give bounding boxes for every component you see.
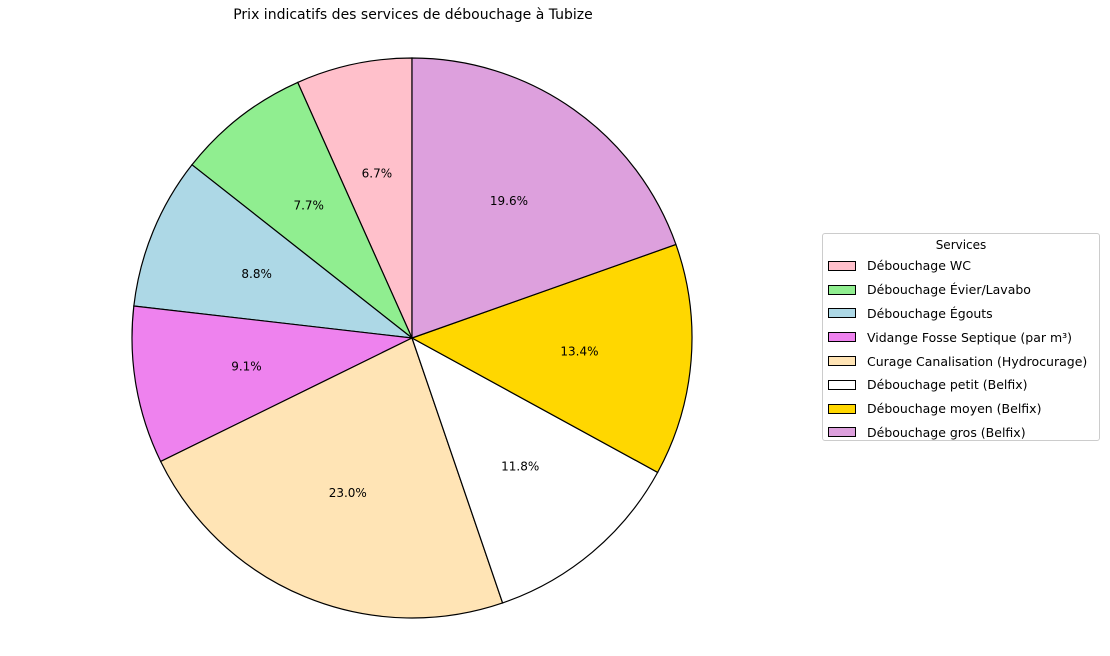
legend: Services Débouchage WC Débouchage Évier/L… [822, 233, 1100, 441]
chart-title: Prix indicatifs des services de déboucha… [233, 7, 593, 23]
legend-item: Curage Canalisation (Hydrocurage) [823, 349, 1099, 373]
legend-items: Débouchage WC Débouchage Évier/Lavabo Débo… [823, 254, 1099, 444]
legend-item: Débouchage Évier/Lavabo [823, 278, 1099, 302]
pie-chart: 6.7% 7.7% 8.8% 9.1% 23.0% 11.8% 13.4% 19.6% [131, 57, 693, 619]
slice-percent-label: 8.8% [241, 267, 272, 281]
legend-item: Débouchage WC [823, 254, 1099, 278]
legend-swatch [828, 308, 856, 319]
legend-item: Débouchage Égouts [823, 302, 1099, 326]
legend-swatch [828, 332, 856, 343]
legend-label: Curage Canalisation (Hydrocurage) [867, 353, 1088, 369]
pie-slice-1 [296, 57, 413, 339]
legend-label: Débouchage petit (Belfix) [867, 377, 1028, 393]
legend-label: Vidange Fosse Septique (par m³) [867, 329, 1073, 345]
legend-swatch [828, 356, 856, 367]
pie-slice-3 [133, 163, 415, 339]
legend-swatch [828, 379, 856, 390]
slice-percent-label: 7.7% [293, 199, 324, 213]
pie-slice-2 [191, 81, 413, 339]
slice-percent-label: 6.7% [362, 167, 393, 181]
legend-label: Débouchage WC [867, 258, 971, 274]
pie-slice-5 [159, 337, 504, 619]
legend-label: Débouchage Égouts [867, 305, 993, 321]
slice-percent-label: 11.8% [501, 460, 539, 474]
slice-percent-label: 23.0% [329, 486, 367, 500]
slice-percent-label: 9.1% [231, 360, 262, 374]
legend-item: Débouchage petit (Belfix) [823, 373, 1099, 397]
legend-label: Débouchage moyen (Belfix) [867, 401, 1042, 417]
slice-percent-label: 19.6% [490, 194, 528, 208]
legend-swatch [828, 260, 856, 271]
pie-slice-7 [410, 243, 693, 474]
slice-percent-label: 13.4% [560, 344, 598, 358]
legend-item: Vidange Fosse Septique (par m³) [823, 325, 1099, 349]
legend-swatch [828, 427, 856, 438]
pie-slice-6 [410, 336, 659, 604]
legend-label: Débouchage gros (Belfix) [867, 424, 1026, 440]
legend-label: Débouchage Évier/Lavabo [867, 282, 1031, 298]
legend-swatch [828, 403, 856, 414]
pie-slice-4 [131, 305, 415, 463]
pie-slice-8 [411, 57, 677, 339]
legend-swatch [828, 284, 856, 295]
legend-item: Débouchage moyen (Belfix) [823, 397, 1099, 421]
legend-item: Débouchage gros (Belfix) [823, 421, 1099, 445]
legend-title: Services [935, 238, 987, 252]
